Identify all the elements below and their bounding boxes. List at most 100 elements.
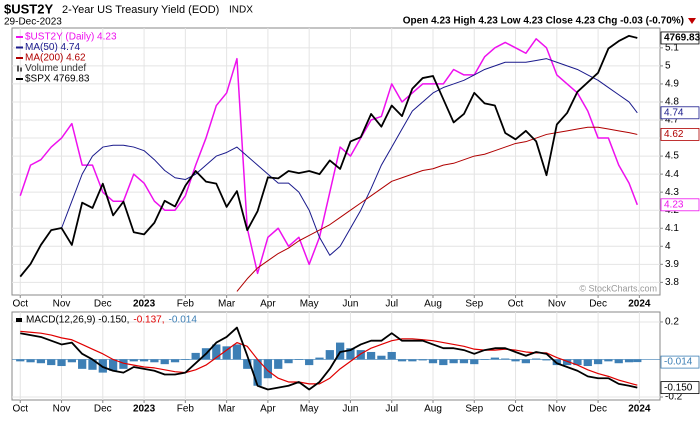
x-tick-label: Oct — [12, 404, 28, 415]
histogram-bar — [212, 344, 221, 360]
plot-area — [11, 27, 661, 296]
value-tag-box — [660, 355, 700, 369]
legend-swatch — [20, 67, 22, 72]
x-tick-label: 2023 — [133, 299, 156, 310]
x-tick-label: Sep — [465, 404, 483, 415]
x-tick-label: May — [300, 299, 319, 310]
x-tick-label: Feb — [177, 404, 195, 415]
chart-subtitle: 2-Year US Treasury Yield (EOD) — [62, 4, 219, 16]
histogram-bar — [67, 359, 76, 363]
histogram-bar — [614, 359, 623, 364]
legend-entry: MA(50) 4.74 — [25, 42, 80, 53]
x-tick-label: 2024 — [628, 404, 651, 415]
value-tag-box — [660, 381, 700, 395]
histogram-bar — [305, 359, 314, 366]
histogram-bar — [521, 359, 530, 364]
histogram-bar — [119, 359, 128, 369]
y-tick-label: -0.2 — [665, 392, 683, 403]
histogram-bar — [501, 358, 510, 360]
y-tick-label: 5 — [665, 61, 671, 72]
histogram-bar — [511, 359, 520, 362]
series-line — [19, 34, 638, 278]
legend-entry: Volume undef — [25, 63, 86, 74]
x-tick-label: 2024 — [628, 299, 651, 310]
credit: © StockCharts.com — [579, 283, 657, 293]
x-tick-label: Nov — [53, 404, 71, 415]
legend-entry: $UST2Y (Daily) 4.23 — [25, 32, 117, 43]
x-tick-label: Jul — [385, 299, 398, 310]
legend-entry: MA(200) 4.62 — [25, 53, 86, 64]
y-tick-label: 4.9 — [665, 79, 679, 90]
y-tick-label: 4.1 — [665, 223, 679, 234]
value-tag-box — [660, 106, 700, 120]
histogram-bar — [263, 359, 273, 379]
x-tick-label: Jul — [385, 404, 398, 415]
legend-entry: MACD(12,26,9) -0.150, — [26, 315, 129, 326]
y-tick-label: 4 — [665, 241, 671, 252]
legend-swatch — [16, 318, 22, 322]
x-tick-label: Oct — [508, 404, 524, 415]
histogram-bar — [325, 350, 334, 360]
y-tick-label: 4.4 — [665, 169, 679, 180]
value-tag: 4769.83 — [664, 33, 700, 44]
exchange: INDX — [229, 5, 253, 16]
histogram-bar — [160, 359, 169, 365]
histogram-bar — [274, 359, 283, 369]
y-tick-label: 5.1 — [665, 42, 679, 53]
value-tag-box — [660, 31, 700, 45]
histogram-bar — [418, 359, 427, 361]
x-tick-label: Feb — [177, 299, 195, 310]
down-arrow — [688, 18, 696, 24]
legend-swatch — [17, 65, 19, 72]
x-tick-label: Nov — [548, 404, 566, 415]
histogram-bar — [284, 359, 293, 364]
y-tick-label: 4.8 — [665, 97, 679, 108]
histogram-bar — [253, 359, 262, 386]
histogram-bar — [542, 359, 551, 361]
x-tick-label: Apr — [260, 404, 276, 415]
histogram-bar — [366, 351, 376, 360]
y-tick-label: 3.9 — [665, 259, 679, 270]
x-tick-label: Jun — [342, 299, 358, 310]
value-tag: 4.62 — [664, 129, 684, 140]
value-tag: -0.014 — [664, 357, 693, 368]
histogram-bar — [604, 359, 613, 362]
series-line — [236, 126, 638, 292]
histogram-bar — [88, 359, 97, 370]
histogram-bar — [563, 359, 572, 366]
x-tick-label: Jun — [342, 404, 358, 415]
histogram-bar — [633, 359, 642, 363]
series-line — [20, 326, 638, 391]
histogram-bar — [532, 358, 541, 360]
histogram-bar — [336, 342, 345, 360]
histogram-bar — [129, 359, 138, 362]
x-tick-label: Aug — [424, 404, 442, 415]
histogram-bar — [439, 359, 448, 366]
legend-entry: -0.014 — [169, 315, 198, 326]
histogram-bar — [16, 359, 25, 362]
histogram-bar — [170, 359, 180, 363]
histogram-bar — [346, 348, 355, 360]
series-group — [12, 326, 660, 391]
y-tick-label: 0.2 — [665, 317, 679, 328]
x-tick-label: Sep — [465, 299, 483, 310]
legend-entry: $SPX 4769.83 — [25, 74, 90, 85]
value-tag-box — [660, 128, 700, 141]
x-tick-label: Dec — [589, 299, 607, 310]
histogram-bar — [108, 359, 118, 371]
histogram-bar — [387, 351, 396, 360]
histogram-bar — [139, 359, 149, 362]
histogram-bar — [573, 359, 582, 366]
histogram-bar — [459, 359, 469, 364]
histogram-bar — [377, 355, 386, 360]
histogram-bar — [356, 350, 365, 360]
x-tick-label: Nov — [53, 299, 71, 310]
x-tick-label: Oct — [12, 299, 28, 310]
x-tick-label: Dec — [94, 404, 112, 415]
histogram-bar — [490, 357, 500, 360]
histogram-bar — [191, 352, 200, 360]
y-tick-label: 4.3 — [665, 187, 679, 198]
series-line — [61, 58, 638, 256]
y-tick-label: 3.8 — [665, 277, 679, 288]
